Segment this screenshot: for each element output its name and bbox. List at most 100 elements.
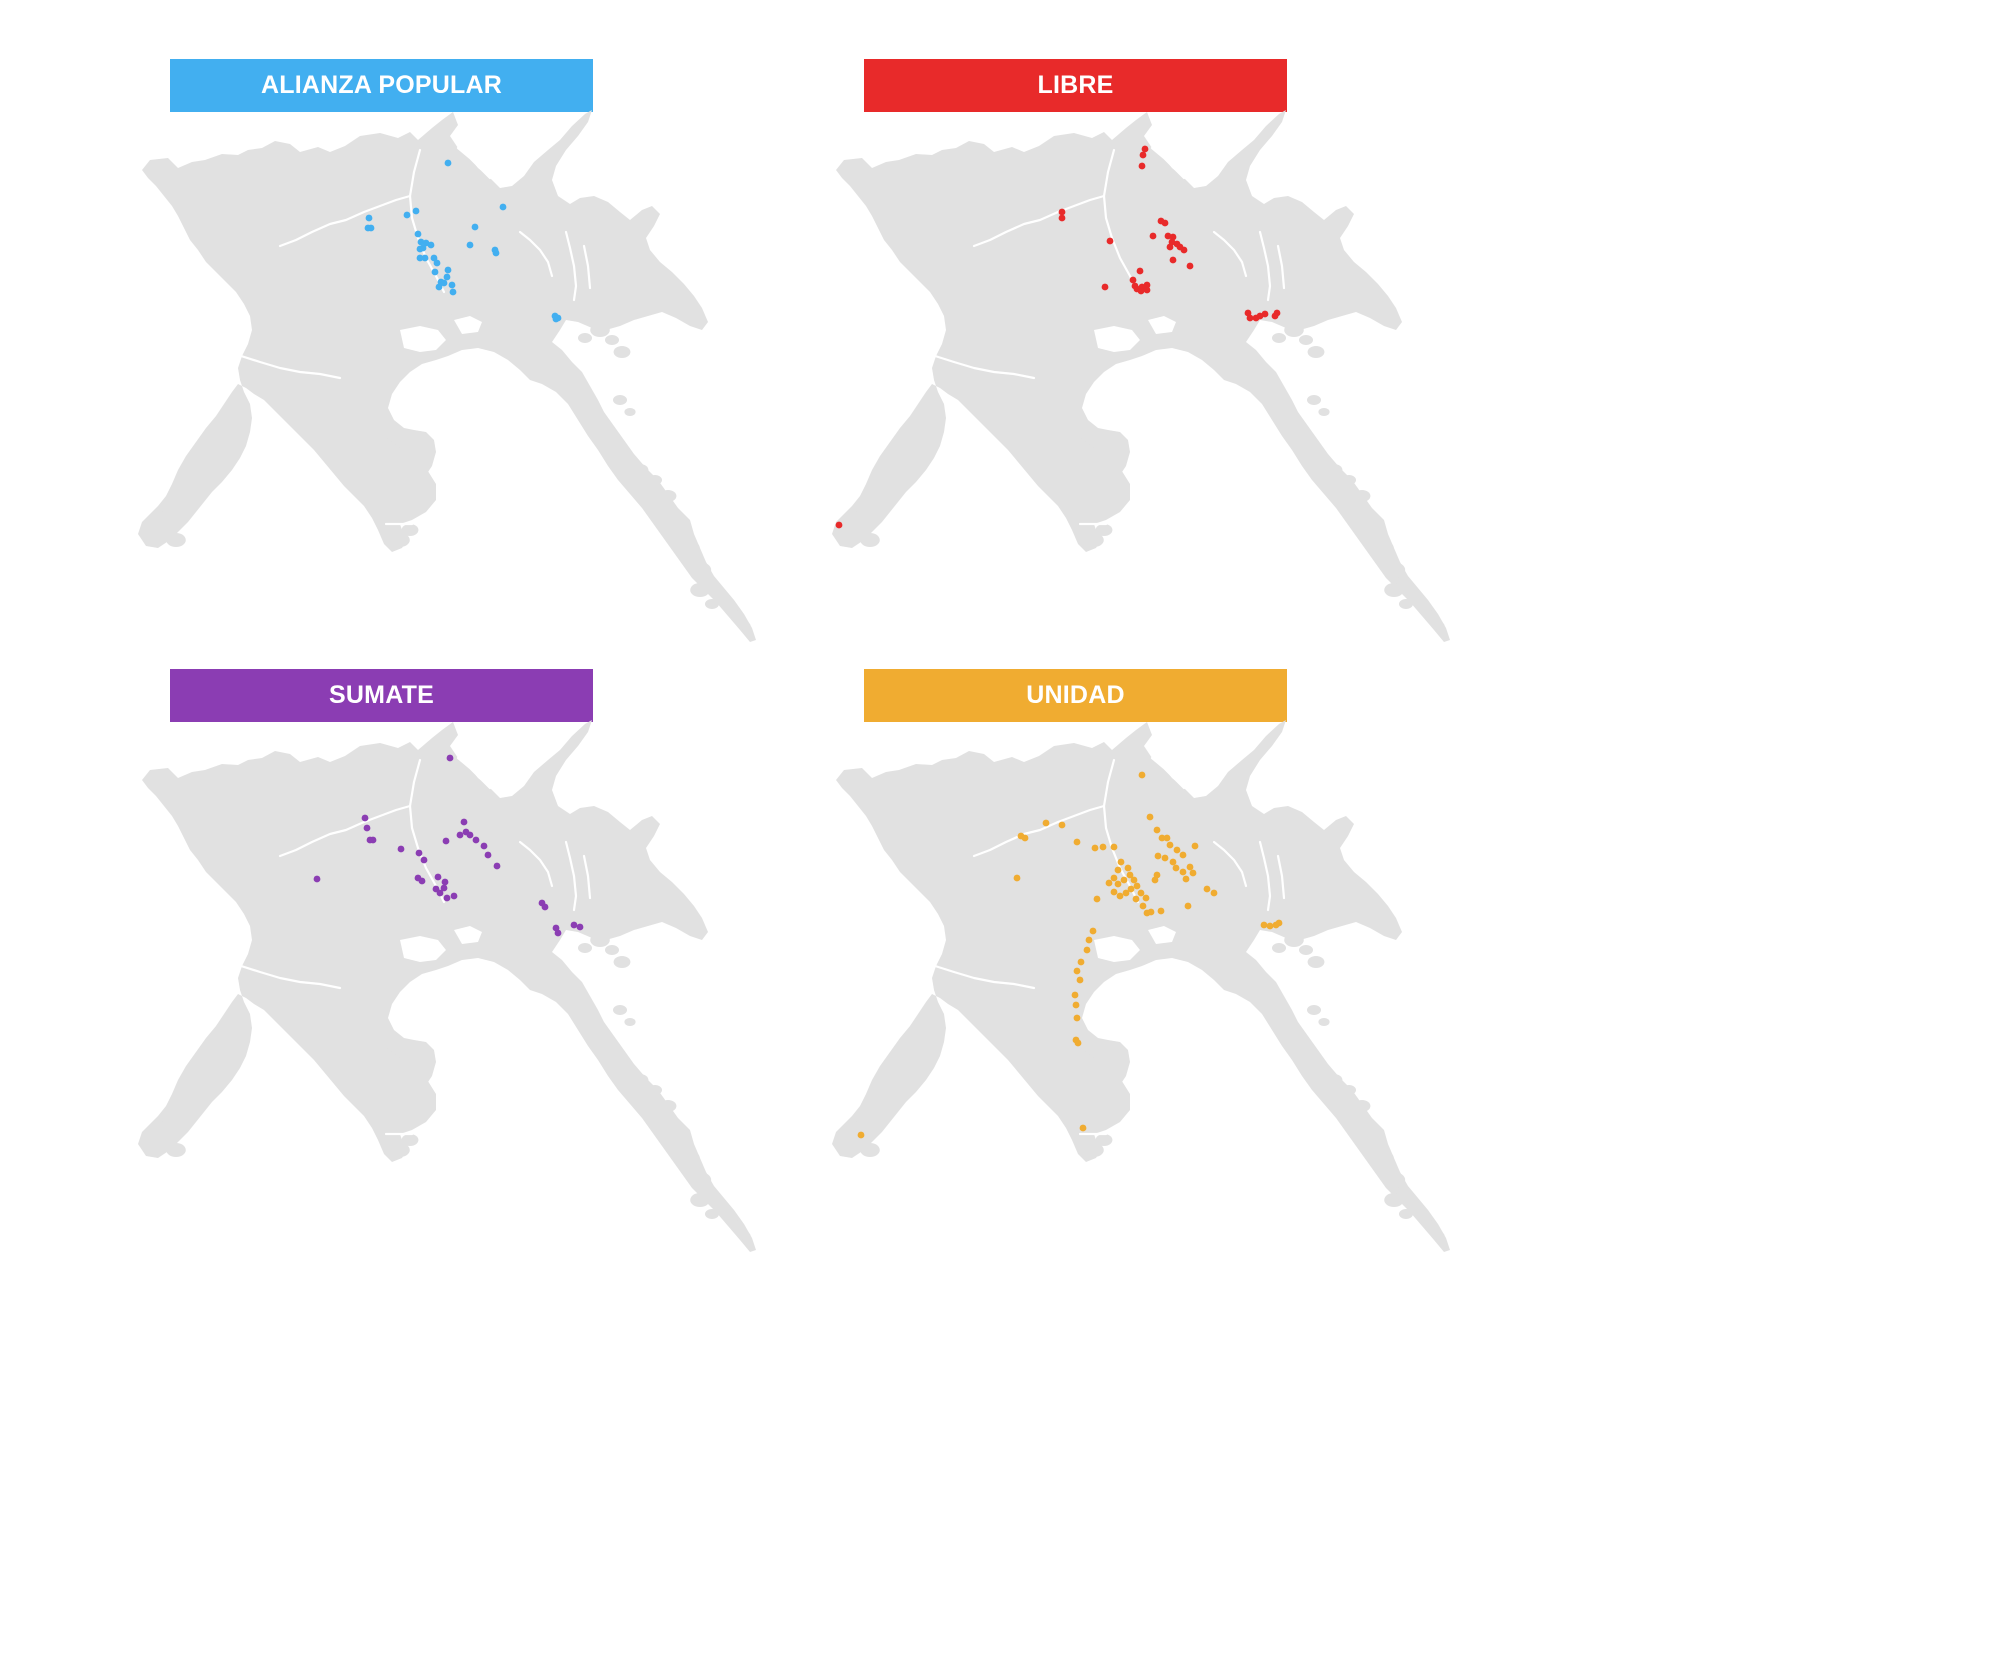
river-line (408, 758, 446, 904)
location-dot (1136, 267, 1144, 275)
island (680, 1151, 700, 1165)
river-line (518, 230, 554, 278)
island (613, 956, 631, 968)
island (860, 1143, 880, 1157)
island (387, 343, 397, 349)
island (381, 979, 391, 985)
location-dot (1058, 214, 1066, 222)
island (728, 610, 740, 618)
location-dot (460, 818, 468, 826)
location-dot (367, 224, 375, 232)
location-dot (1137, 287, 1145, 295)
map-panel-alianza-popular: ALIANZA POPULAR (0, 0, 800, 780)
island (166, 1143, 186, 1157)
location-dot (446, 754, 454, 762)
location-dot (1089, 927, 1097, 935)
island (1272, 943, 1286, 953)
island (1284, 323, 1304, 337)
map-panel-libre: LIBRE (694, 0, 1494, 780)
island (1299, 335, 1313, 345)
island (688, 1172, 712, 1188)
location-dot (1266, 922, 1274, 930)
region-map (832, 720, 1450, 1252)
location-dot (420, 856, 428, 864)
island (1353, 1100, 1371, 1112)
island (1136, 924, 1148, 932)
island (1084, 533, 1104, 547)
location-dot (414, 230, 422, 238)
location-dot (1122, 889, 1130, 897)
river-line (1150, 756, 1186, 790)
location-dot (1085, 936, 1093, 944)
island (148, 522, 172, 538)
island (605, 335, 619, 345)
river-line (582, 244, 592, 290)
location-dot (1124, 864, 1132, 872)
island (1117, 305, 1131, 315)
location-dot (1114, 880, 1122, 888)
island (1382, 562, 1406, 578)
river-line (564, 840, 578, 912)
river-line (236, 353, 342, 380)
island (624, 408, 636, 416)
island (1095, 1134, 1113, 1146)
island (659, 1100, 677, 1112)
island (1117, 915, 1131, 925)
location-dot (1099, 843, 1107, 851)
river-line (930, 353, 1036, 380)
location-dot (1073, 967, 1081, 975)
location-dot (1042, 819, 1050, 827)
location-dot (554, 314, 562, 322)
island (705, 599, 719, 609)
island (1307, 956, 1325, 968)
island (1307, 1005, 1321, 1015)
river-line (456, 146, 492, 180)
location-dot (1169, 256, 1177, 264)
panel-title: LIBRE (864, 59, 1287, 112)
location-dot (1151, 876, 1159, 884)
location-dot (431, 268, 439, 276)
land-area (138, 110, 756, 642)
location-dot (430, 254, 438, 262)
island (631, 1074, 649, 1086)
location-dot (1271, 312, 1279, 320)
location-dot (440, 279, 448, 287)
location-dot (418, 877, 426, 885)
water-body (1094, 326, 1140, 352)
location-dot (1083, 946, 1091, 954)
location-dot (1130, 876, 1138, 884)
location-dot (363, 824, 371, 832)
island (148, 1132, 172, 1148)
island (1318, 408, 1330, 416)
island (680, 541, 700, 555)
location-dot (1147, 908, 1155, 916)
island (1081, 953, 1091, 959)
location-dot (440, 884, 448, 892)
island (423, 305, 437, 315)
location-dot (412, 207, 420, 215)
location-dot (456, 831, 464, 839)
location-dot (492, 249, 500, 257)
island (590, 323, 610, 337)
location-dot (1093, 895, 1101, 903)
island (690, 1193, 710, 1207)
island (1318, 1018, 1330, 1026)
island (648, 1085, 662, 1095)
location-dot (1114, 866, 1122, 874)
island (842, 522, 866, 538)
river-line (1258, 840, 1272, 912)
location-dot (449, 288, 457, 296)
location-dot (1106, 237, 1114, 245)
island (1136, 314, 1148, 322)
location-dot (1120, 876, 1128, 884)
location-dot (1133, 882, 1141, 890)
river-line (278, 804, 412, 858)
island (460, 310, 472, 318)
island (1399, 599, 1413, 609)
island (388, 515, 402, 525)
location-dot (1110, 874, 1118, 882)
river-line (582, 854, 592, 900)
location-dot (450, 892, 458, 900)
island (1284, 933, 1304, 947)
location-dot (1163, 834, 1171, 842)
